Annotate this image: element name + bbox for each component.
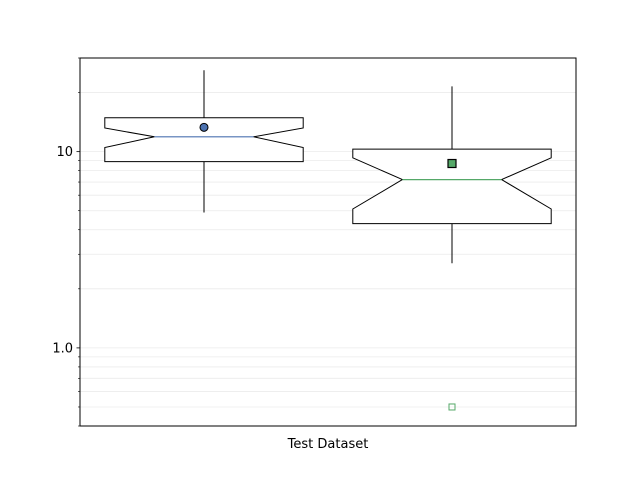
box-2 bbox=[352, 86, 552, 411]
box-1 bbox=[104, 70, 304, 213]
mean-marker bbox=[199, 122, 209, 132]
y-tick-label: 10 bbox=[56, 145, 73, 160]
y-axis: 1.0 10 bbox=[52, 57, 80, 427]
x-axis-label: Test Dataset bbox=[287, 437, 369, 452]
notched-box bbox=[352, 148, 552, 225]
outlier-point bbox=[448, 403, 456, 411]
boxes bbox=[104, 70, 552, 411]
notched-box bbox=[104, 117, 304, 163]
y-tick-label: 1.0 bbox=[52, 341, 73, 356]
plot-area-frame bbox=[79, 57, 577, 427]
mean-marker bbox=[447, 158, 457, 169]
